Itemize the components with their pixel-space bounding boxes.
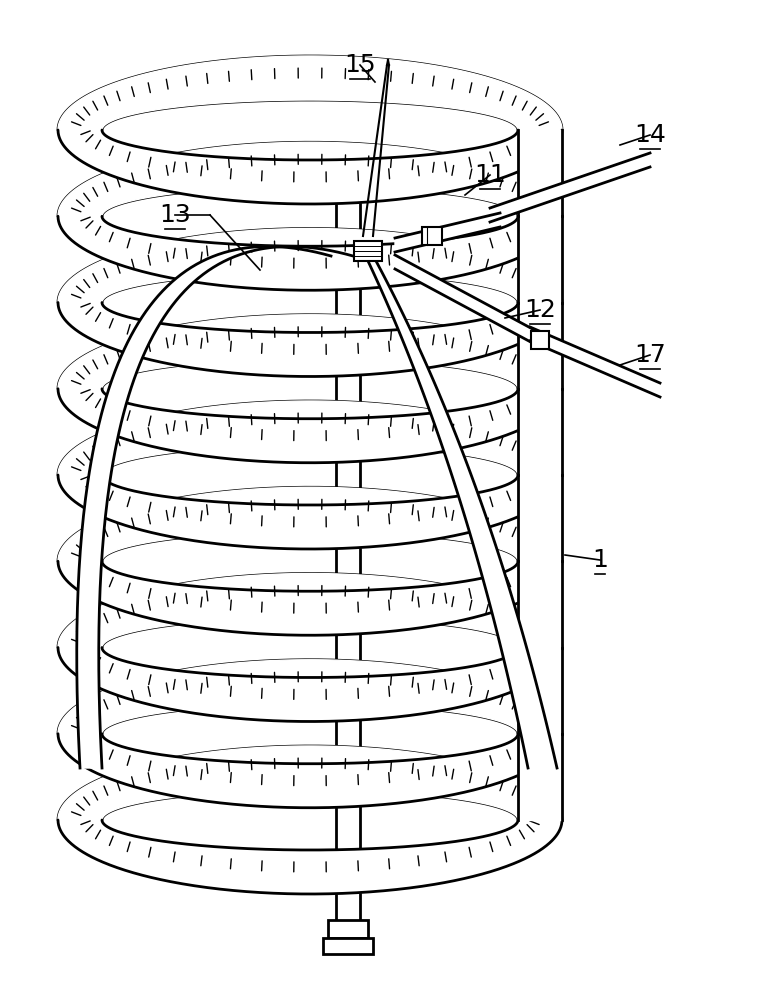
Polygon shape <box>58 315 562 389</box>
Polygon shape <box>518 734 562 820</box>
Text: 1: 1 <box>592 548 608 572</box>
Polygon shape <box>490 153 650 222</box>
Polygon shape <box>518 475 562 561</box>
Polygon shape <box>58 229 562 302</box>
Polygon shape <box>518 561 562 648</box>
Polygon shape <box>58 734 562 808</box>
Polygon shape <box>518 216 562 302</box>
Polygon shape <box>58 130 562 204</box>
Polygon shape <box>58 574 562 648</box>
Bar <box>531 331 549 349</box>
Polygon shape <box>336 145 360 930</box>
Polygon shape <box>58 216 562 290</box>
Polygon shape <box>58 475 562 549</box>
Polygon shape <box>58 56 562 130</box>
Text: 13: 13 <box>159 203 191 227</box>
Polygon shape <box>368 261 557 768</box>
Polygon shape <box>58 302 562 376</box>
Polygon shape <box>518 130 562 216</box>
Polygon shape <box>58 561 562 635</box>
Polygon shape <box>518 302 562 389</box>
Polygon shape <box>518 389 562 475</box>
Text: 11: 11 <box>474 163 506 187</box>
Polygon shape <box>58 389 562 463</box>
Text: 15: 15 <box>344 53 376 77</box>
Polygon shape <box>58 487 562 561</box>
Polygon shape <box>395 213 500 252</box>
Polygon shape <box>530 327 660 397</box>
Bar <box>422 227 441 245</box>
Polygon shape <box>518 648 562 734</box>
Polygon shape <box>58 660 562 734</box>
Bar <box>354 241 382 261</box>
Polygon shape <box>58 820 562 894</box>
Polygon shape <box>58 746 562 820</box>
Polygon shape <box>58 401 562 475</box>
Bar <box>328 920 368 938</box>
Text: 17: 17 <box>634 343 666 367</box>
Polygon shape <box>58 142 562 216</box>
Polygon shape <box>77 246 353 768</box>
Text: 14: 14 <box>634 123 666 147</box>
Polygon shape <box>58 648 562 721</box>
Polygon shape <box>395 255 540 347</box>
Bar <box>323 938 373 954</box>
Text: 12: 12 <box>524 298 556 322</box>
